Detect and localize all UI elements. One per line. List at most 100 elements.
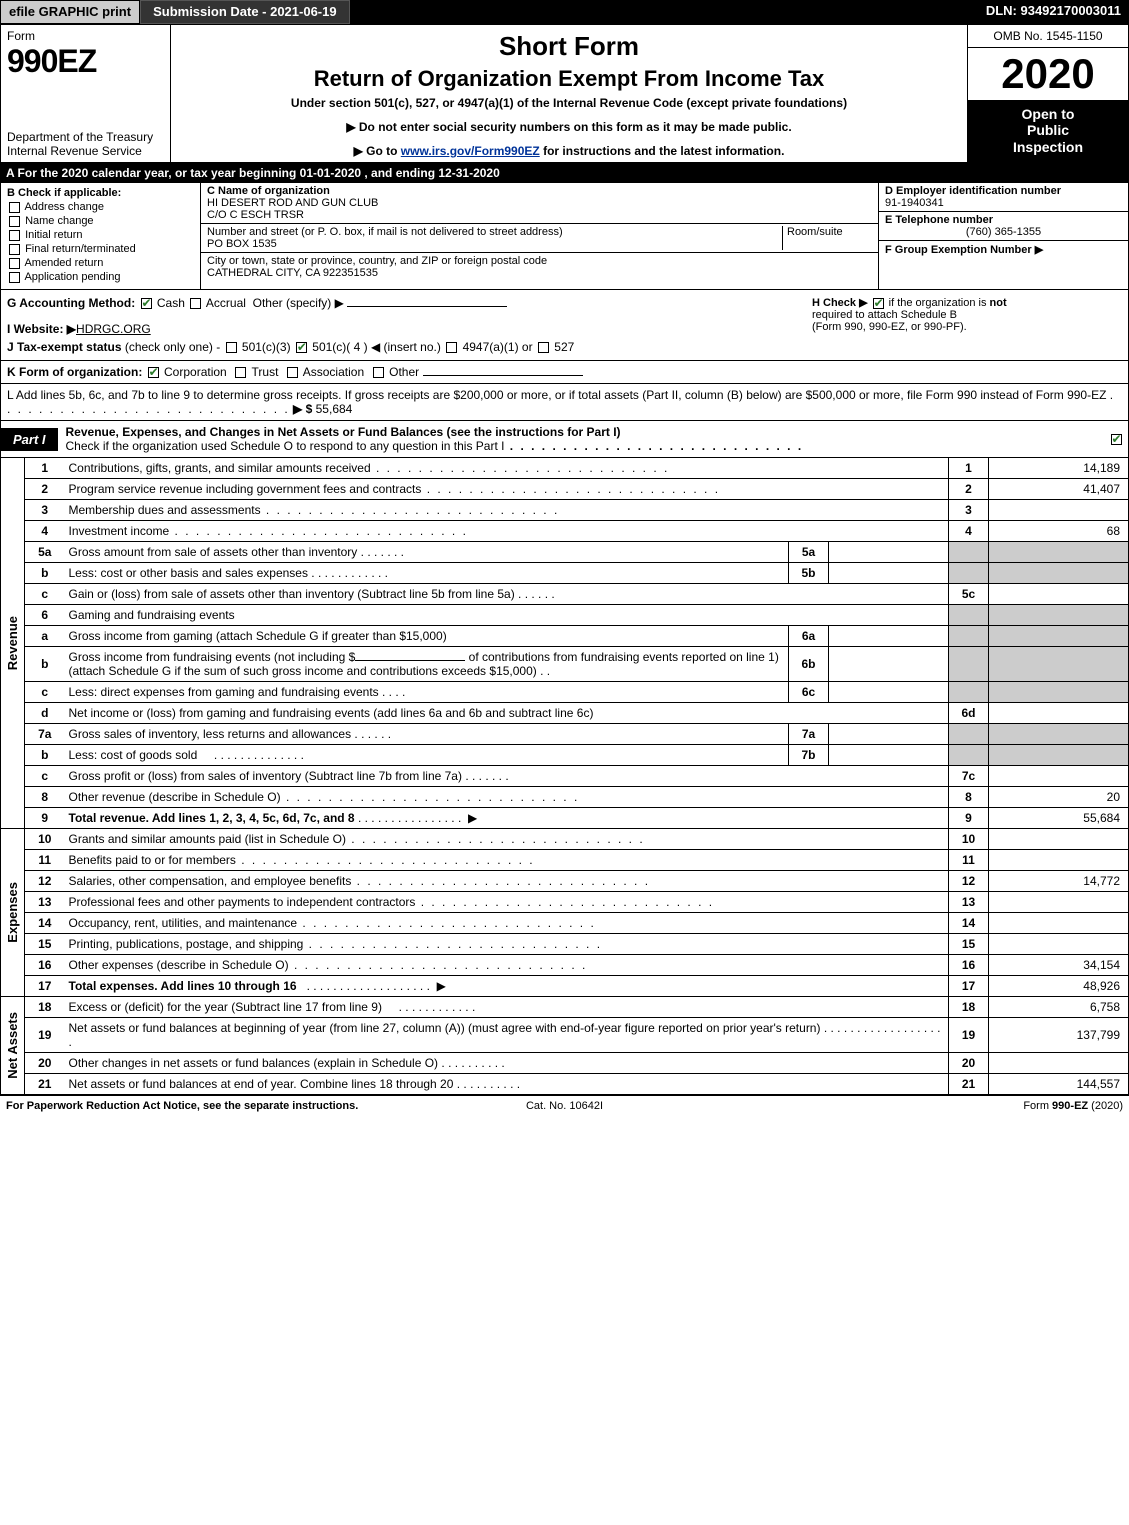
l3-amt bbox=[989, 500, 1129, 521]
l8-amt: 20 bbox=[989, 787, 1129, 808]
l7b-num: b bbox=[25, 745, 65, 766]
g-label: G Accounting Method: bbox=[7, 296, 135, 310]
l10-desc: Grants and similar amounts paid (list in… bbox=[69, 832, 346, 846]
part1-desc: Revenue, Expenses, and Changes in Net As… bbox=[58, 421, 1104, 457]
chk-accrual[interactable] bbox=[190, 298, 201, 309]
chk-4947[interactable] bbox=[446, 342, 457, 353]
row-16: 16 Other expenses (describe in Schedule … bbox=[1, 955, 1129, 976]
chk-application-pending[interactable]: Application pending bbox=[7, 271, 194, 283]
l6c-desc: Less: direct expenses from gaming and fu… bbox=[69, 685, 379, 699]
website-value[interactable]: HDRGC.ORG bbox=[76, 322, 151, 336]
row-9: 9 Total revenue. Add lines 1, 2, 3, 4, 5… bbox=[1, 808, 1129, 829]
line-i: I Website: ▶HDRGC.ORG bbox=[7, 322, 812, 336]
chk-name-change-label: Name change bbox=[25, 215, 94, 227]
chk-501c[interactable] bbox=[296, 342, 307, 353]
l2-desc: Program service revenue including govern… bbox=[69, 482, 422, 496]
l7c-desc: Gross profit or (loss) from sales of inv… bbox=[69, 769, 462, 783]
chk-amended-return[interactable]: Amended return bbox=[7, 257, 194, 269]
l4-amt: 68 bbox=[989, 521, 1129, 542]
l8-num: 8 bbox=[25, 787, 65, 808]
line-k: K Form of organization: Corporation Trus… bbox=[0, 361, 1129, 384]
l7a-amt bbox=[989, 724, 1129, 745]
l10-col: 10 bbox=[949, 829, 989, 850]
form-number: 990EZ bbox=[7, 43, 164, 80]
row-11: 11 Benefits paid to or for members 11 bbox=[1, 850, 1129, 871]
header-right: OMB No. 1545-1150 2020 Open to Public In… bbox=[968, 25, 1128, 162]
row-3: 3 Membership dues and assessments 3 bbox=[1, 500, 1129, 521]
side-expenses: Expenses bbox=[5, 882, 20, 943]
row-4: 4 Investment income 4 68 bbox=[1, 521, 1129, 542]
org-address-row: Number and street (or P. O. box, if mail… bbox=[201, 224, 878, 253]
tel-value: (760) 365-1355 bbox=[885, 226, 1122, 238]
chk-501c3[interactable] bbox=[226, 342, 237, 353]
ein-label: D Employer identification number bbox=[885, 185, 1061, 197]
l11-num: 11 bbox=[25, 850, 65, 871]
side-netassets: Net Assets bbox=[5, 1012, 20, 1079]
l5b-subval bbox=[829, 563, 949, 584]
footer-catno: Cat. No. 10642I bbox=[378, 1100, 750, 1112]
row-17: 17 Total expenses. Add lines 10 through … bbox=[1, 976, 1129, 997]
l2-num: 2 bbox=[25, 479, 65, 500]
row-19: 19 Net assets or fund balances at beginn… bbox=[1, 1018, 1129, 1053]
l5a-subval bbox=[829, 542, 949, 563]
l6b-col bbox=[949, 647, 989, 682]
org-name-1: HI DESERT ROD AND GUN CLUB bbox=[207, 197, 378, 209]
l7b-desc: Less: cost of goods sold bbox=[69, 748, 198, 762]
submission-date-button[interactable]: Submission Date - 2021-06-19 bbox=[140, 0, 350, 24]
row-7b: b Less: cost of goods sold . . . . . . .… bbox=[1, 745, 1129, 766]
section-note: Under section 501(c), 527, or 4947(a)(1)… bbox=[179, 96, 959, 110]
chk-527[interactable] bbox=[538, 342, 549, 353]
l1-col: 1 bbox=[949, 458, 989, 479]
footer-right: Form 990-EZ (2020) bbox=[751, 1100, 1123, 1112]
row-13: 13 Professional fees and other payments … bbox=[1, 892, 1129, 913]
row-5b: b Less: cost or other basis and sales ex… bbox=[1, 563, 1129, 584]
l15-num: 15 bbox=[25, 934, 65, 955]
chk-final-return[interactable]: Final return/terminated bbox=[7, 243, 194, 255]
chk-name-change[interactable]: Name change bbox=[7, 215, 194, 227]
row-5a: 5a Gross amount from sale of assets othe… bbox=[1, 542, 1129, 563]
efile-print-button[interactable]: efile GRAPHIC print bbox=[0, 0, 140, 24]
part1-check[interactable] bbox=[1104, 432, 1128, 446]
row-20: 20 Other changes in net assets or fund b… bbox=[1, 1053, 1129, 1074]
k-label: K Form of organization: bbox=[7, 365, 142, 379]
l16-num: 16 bbox=[25, 955, 65, 976]
chk-address-change[interactable]: Address change bbox=[7, 201, 194, 213]
chk-other-org[interactable] bbox=[373, 367, 384, 378]
footer-right-pre: Form bbox=[1023, 1100, 1052, 1112]
chk-h[interactable] bbox=[873, 298, 884, 309]
l16-col: 16 bbox=[949, 955, 989, 976]
l5c-num: c bbox=[25, 584, 65, 605]
chk-cash[interactable] bbox=[141, 298, 152, 309]
l6a-desc: Gross income from gaming (attach Schedul… bbox=[69, 629, 447, 643]
l9-desc: Total revenue. Add lines 1, 2, 3, 4, 5c,… bbox=[69, 811, 355, 825]
l6d-desc: Net income or (loss) from gaming and fun… bbox=[69, 706, 594, 720]
g-other: Other (specify) ▶ bbox=[253, 296, 344, 310]
chk-corporation[interactable] bbox=[148, 367, 159, 378]
entity-info-row: B Check if applicable: Address change Na… bbox=[0, 183, 1129, 290]
part1-table: Revenue 1 Contributions, gifts, grants, … bbox=[0, 458, 1129, 1095]
dept-line2: Internal Revenue Service bbox=[7, 144, 142, 158]
l21-amt: 144,557 bbox=[989, 1074, 1129, 1095]
l7c-amt bbox=[989, 766, 1129, 787]
l6a-amt bbox=[989, 626, 1129, 647]
h-text3: (Form 990, 990-EZ, or 990-PF). bbox=[812, 321, 967, 333]
addr-value: PO BOX 1535 bbox=[207, 238, 277, 250]
chk-initial-return-label: Initial return bbox=[25, 229, 82, 241]
org-city-row: City or town, state or province, country… bbox=[201, 253, 878, 281]
row-6b: b Gross income from fundraising events (… bbox=[1, 647, 1129, 682]
l18-col: 18 bbox=[949, 997, 989, 1018]
goto-post: for instructions and the latest informat… bbox=[540, 144, 785, 158]
l6d-num: d bbox=[25, 703, 65, 724]
chk-trust[interactable] bbox=[235, 367, 246, 378]
l11-col: 11 bbox=[949, 850, 989, 871]
l14-amt bbox=[989, 913, 1129, 934]
row-6d: d Net income or (loss) from gaming and f… bbox=[1, 703, 1129, 724]
l13-num: 13 bbox=[25, 892, 65, 913]
l-text: L Add lines 5b, 6c, and 7b to line 9 to … bbox=[7, 388, 1106, 402]
l7b-col bbox=[949, 745, 989, 766]
row-18: Net Assets 18 Excess or (deficit) for th… bbox=[1, 997, 1129, 1018]
irs-link[interactable]: www.irs.gov/Form990EZ bbox=[401, 144, 540, 158]
chk-initial-return[interactable]: Initial return bbox=[7, 229, 194, 241]
chk-association[interactable] bbox=[287, 367, 298, 378]
l19-amt: 137,799 bbox=[989, 1018, 1129, 1053]
